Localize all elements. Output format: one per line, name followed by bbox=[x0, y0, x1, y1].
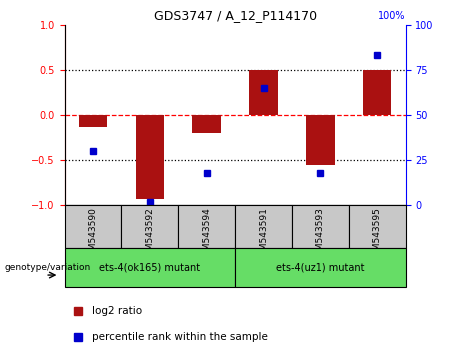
Bar bbox=[349, 205, 406, 248]
Text: GSM543593: GSM543593 bbox=[316, 207, 325, 262]
Bar bbox=[249, 70, 278, 115]
Text: log2 ratio: log2 ratio bbox=[92, 306, 142, 316]
Text: GSM543590: GSM543590 bbox=[89, 207, 97, 262]
Bar bbox=[136, 115, 164, 199]
Text: ets-4(ok165) mutant: ets-4(ok165) mutant bbox=[99, 262, 201, 272]
Text: genotype/variation: genotype/variation bbox=[5, 263, 91, 272]
Bar bbox=[79, 115, 107, 127]
Bar bbox=[235, 205, 292, 248]
Bar bbox=[292, 205, 349, 248]
Title: GDS3747 / A_12_P114170: GDS3747 / A_12_P114170 bbox=[154, 9, 317, 22]
Text: 100%: 100% bbox=[378, 11, 406, 21]
Bar bbox=[363, 70, 391, 115]
Bar bbox=[178, 205, 235, 248]
Bar bbox=[65, 248, 235, 287]
Bar bbox=[65, 205, 121, 248]
Bar bbox=[121, 205, 178, 248]
Text: percentile rank within the sample: percentile rank within the sample bbox=[92, 332, 268, 342]
Bar bbox=[306, 115, 335, 165]
Bar bbox=[193, 115, 221, 133]
Text: ets-4(uz1) mutant: ets-4(uz1) mutant bbox=[276, 262, 365, 272]
Text: GSM543591: GSM543591 bbox=[259, 207, 268, 262]
Text: GSM543594: GSM543594 bbox=[202, 207, 211, 262]
Text: GSM543595: GSM543595 bbox=[373, 207, 382, 262]
Text: GSM543592: GSM543592 bbox=[145, 207, 154, 262]
Bar bbox=[235, 248, 406, 287]
